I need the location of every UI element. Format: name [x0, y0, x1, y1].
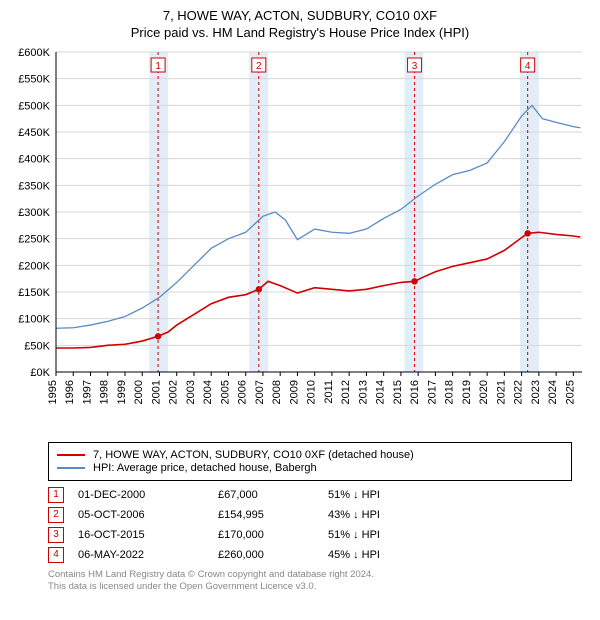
- event-marker: 1: [48, 487, 64, 503]
- svg-text:£550K: £550K: [18, 74, 50, 86]
- svg-text:2002: 2002: [168, 380, 180, 404]
- events-table: 101-DEC-2000£67,00051% ↓ HPI205-OCT-2006…: [48, 485, 572, 565]
- event-pct: 43% ↓ HPI: [328, 509, 438, 521]
- svg-text:2015: 2015: [392, 380, 404, 404]
- event-date: 01-DEC-2000: [78, 489, 218, 501]
- svg-text:2: 2: [256, 61, 262, 72]
- svg-text:2007: 2007: [254, 380, 266, 404]
- svg-text:£450K: £450K: [18, 127, 50, 139]
- svg-text:1997: 1997: [81, 380, 93, 404]
- legend-item: HPI: Average price, detached house, Babe…: [57, 462, 563, 474]
- event-price: £154,995: [218, 509, 328, 521]
- chart: £0K £50K £100K £150K £200K £250K £300K £350K £40…: [10, 46, 590, 436]
- event-date: 06-MAY-2022: [78, 549, 218, 561]
- svg-text:£200K: £200K: [18, 260, 50, 272]
- svg-text:£300K: £300K: [18, 207, 50, 219]
- svg-text:2018: 2018: [444, 380, 456, 404]
- event-pct: 51% ↓ HPI: [328, 529, 438, 541]
- legend-swatch: [57, 467, 85, 469]
- svg-text:£500K: £500K: [18, 100, 50, 112]
- event-date: 16-OCT-2015: [78, 529, 218, 541]
- event-price: £170,000: [218, 529, 328, 541]
- svg-text:£50K: £50K: [24, 340, 50, 352]
- legend-label: 7, HOWE WAY, ACTON, SUDBURY, CO10 0XF (d…: [93, 449, 414, 461]
- table-row: 2 05-OCT-2006£154,99543% ↓ HPI: [48, 505, 572, 525]
- event-date: 05-OCT-2006: [78, 509, 218, 521]
- footer: Contains HM Land Registry data © Crown c…: [48, 569, 572, 593]
- svg-text:2024: 2024: [547, 380, 559, 404]
- event-marker: 3: [48, 527, 64, 543]
- legend: 7, HOWE WAY, ACTON, SUDBURY, CO10 0XF (d…: [48, 442, 572, 481]
- svg-text:£0K: £0K: [30, 367, 50, 379]
- svg-text:2012: 2012: [340, 380, 352, 404]
- svg-text:2010: 2010: [306, 380, 318, 404]
- svg-text:£400K: £400K: [18, 154, 50, 166]
- svg-text:2019: 2019: [461, 380, 473, 404]
- svg-text:1996: 1996: [64, 380, 76, 404]
- event-marker: 2: [48, 507, 64, 523]
- svg-text:1995: 1995: [47, 380, 59, 404]
- legend-label: HPI: Average price, detached house, Babe…: [93, 462, 317, 474]
- svg-text:£100K: £100K: [18, 314, 50, 326]
- svg-text:2004: 2004: [202, 380, 214, 404]
- svg-text:4: 4: [525, 61, 531, 72]
- svg-text:2023: 2023: [530, 380, 542, 404]
- footer-line-1: Contains HM Land Registry data © Crown c…: [48, 569, 572, 581]
- table-row: 3 16-OCT-2015£170,00051% ↓ HPI: [48, 525, 572, 545]
- legend-swatch: [57, 454, 85, 456]
- svg-text:1998: 1998: [99, 380, 111, 404]
- title-line-1: 7, HOWE WAY, ACTON, SUDBURY, CO10 0XF: [10, 8, 590, 23]
- chart-titles: 7, HOWE WAY, ACTON, SUDBURY, CO10 0XF Pr…: [10, 8, 590, 40]
- svg-text:2006: 2006: [237, 380, 249, 404]
- svg-text:2003: 2003: [185, 380, 197, 404]
- svg-text:2020: 2020: [478, 380, 490, 404]
- event-marker: 4: [48, 547, 64, 563]
- legend-item: 7, HOWE WAY, ACTON, SUDBURY, CO10 0XF (d…: [57, 449, 563, 461]
- event-pct: 45% ↓ HPI: [328, 549, 438, 561]
- svg-text:1: 1: [155, 61, 161, 72]
- svg-text:2001: 2001: [150, 380, 162, 404]
- event-price: £260,000: [218, 549, 328, 561]
- svg-text:2016: 2016: [409, 380, 421, 404]
- event-price: £67,000: [218, 489, 328, 501]
- svg-text:2022: 2022: [513, 380, 525, 404]
- svg-text:2017: 2017: [426, 380, 438, 404]
- page: 7, HOWE WAY, ACTON, SUDBURY, CO10 0XF Pr…: [0, 0, 600, 599]
- svg-text:2013: 2013: [357, 380, 369, 404]
- svg-text:2000: 2000: [133, 380, 145, 404]
- svg-text:3: 3: [412, 61, 418, 72]
- svg-text:2009: 2009: [288, 380, 300, 404]
- footer-line-2: This data is licensed under the Open Gov…: [48, 581, 572, 593]
- svg-text:£350K: £350K: [18, 180, 50, 192]
- chart-svg: £0K £50K £100K £150K £200K £250K £300K £350K £40…: [10, 46, 590, 436]
- svg-text:1999: 1999: [116, 380, 128, 404]
- svg-text:2025: 2025: [564, 380, 576, 404]
- svg-text:2005: 2005: [219, 380, 231, 404]
- svg-text:2008: 2008: [271, 380, 283, 404]
- svg-text:2014: 2014: [375, 380, 387, 404]
- event-pct: 51% ↓ HPI: [328, 489, 438, 501]
- svg-text:2021: 2021: [495, 380, 507, 404]
- svg-text:£600K: £600K: [18, 47, 50, 59]
- table-row: 4 06-MAY-2022£260,00045% ↓ HPI: [48, 545, 572, 565]
- title-line-2: Price paid vs. HM Land Registry's House …: [10, 25, 590, 40]
- svg-text:£150K: £150K: [18, 287, 50, 299]
- table-row: 1 01-DEC-2000£67,00051% ↓ HPI: [48, 485, 572, 505]
- svg-text:£250K: £250K: [18, 234, 50, 246]
- svg-text:2011: 2011: [323, 380, 335, 404]
